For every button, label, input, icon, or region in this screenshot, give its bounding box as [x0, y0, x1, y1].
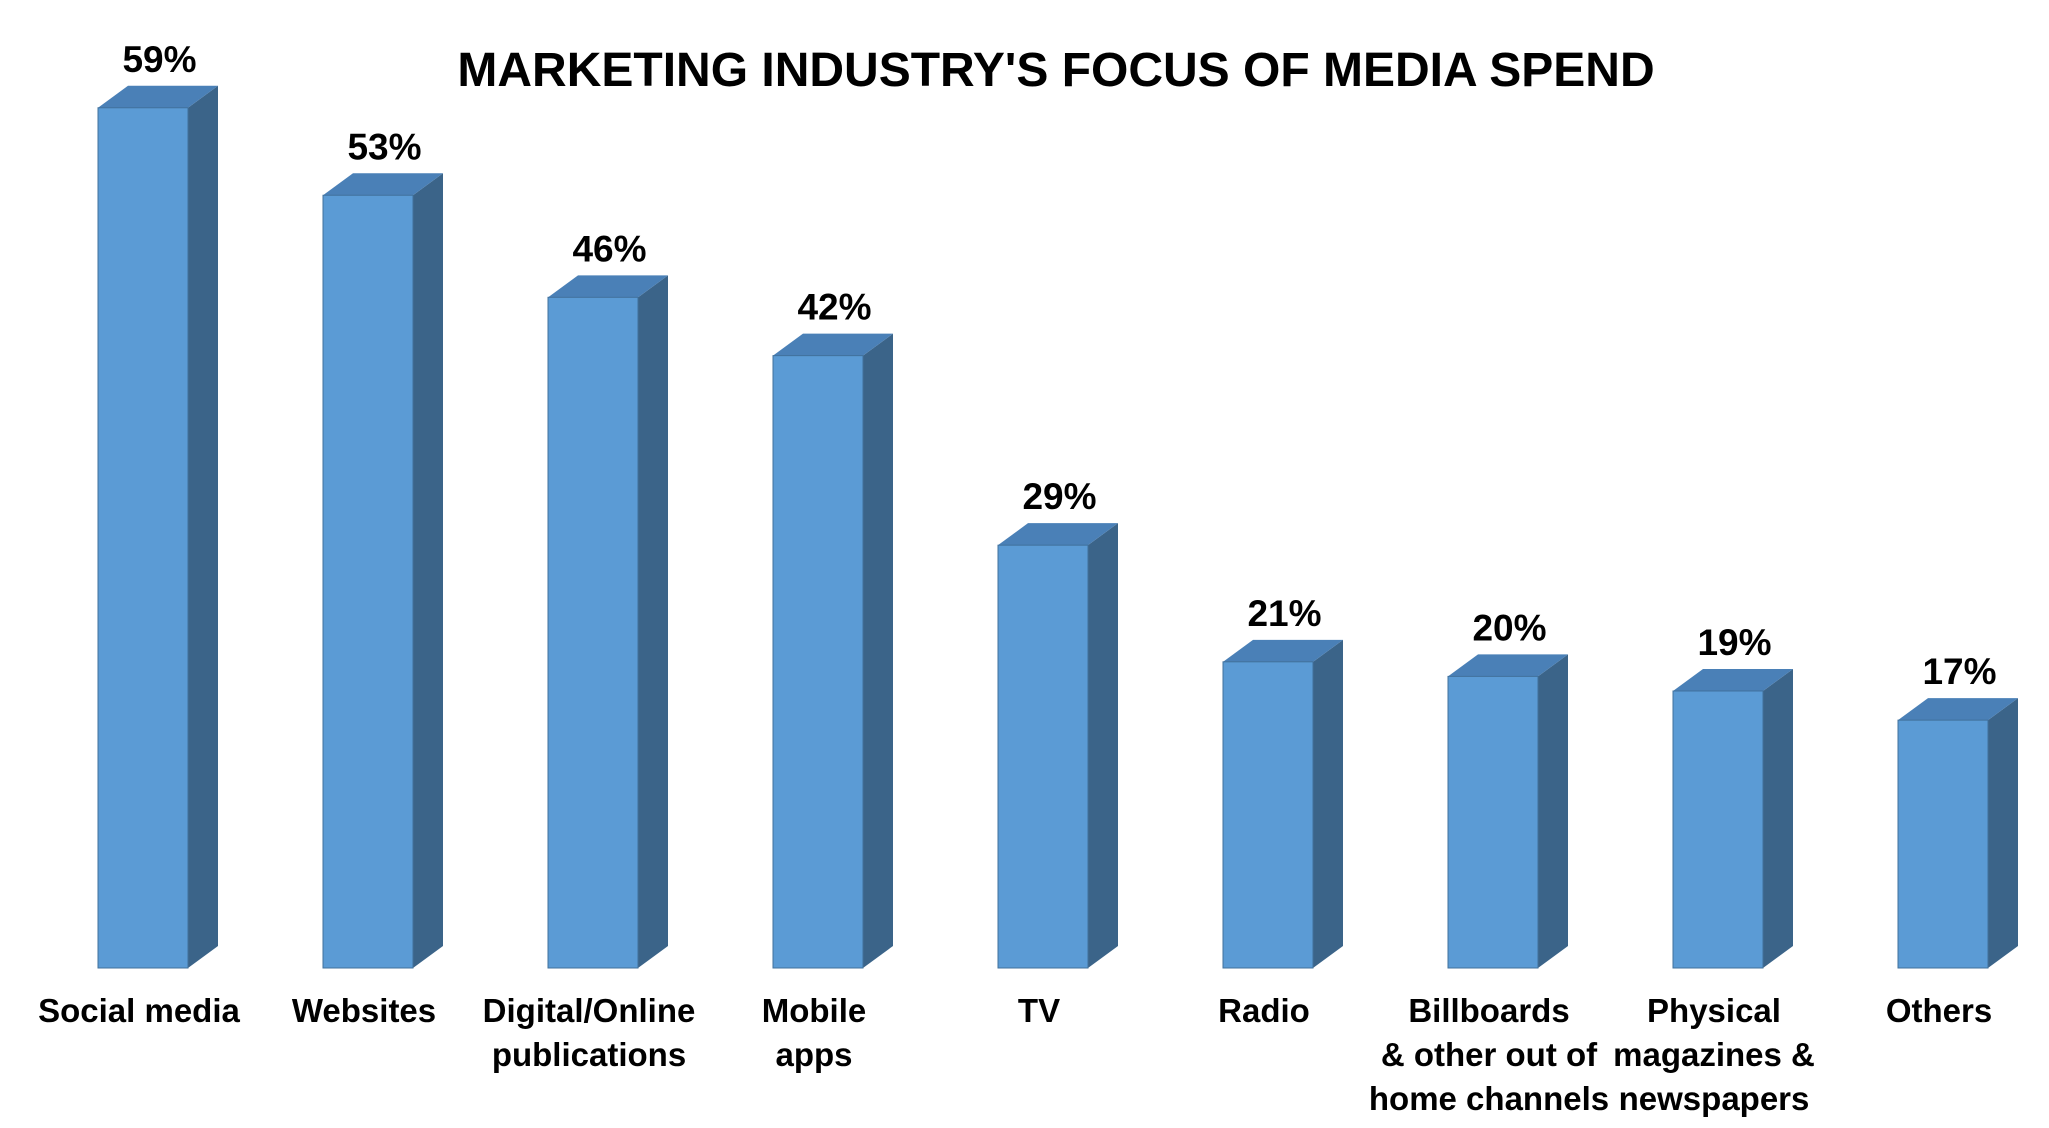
bar-top-tv	[998, 523, 1118, 546]
bar-social-media	[97, 85, 218, 969]
bar-side-radio	[1313, 639, 1343, 968]
bar-top-websites	[323, 173, 443, 196]
bar-others	[1897, 698, 2018, 969]
bar-websites	[322, 173, 443, 969]
bars-layer	[97, 85, 2018, 969]
bar-front-others	[1897, 719, 1989, 969]
bar-digital-online-publications	[547, 275, 668, 969]
category-label-tv: TV	[1018, 992, 1060, 1029]
bar-front-billboards-other-out-of-home-channels	[1447, 675, 1539, 969]
bar-front-radio	[1222, 661, 1314, 969]
category-label-websites: Websites	[292, 992, 436, 1029]
data-label-tv: 29%	[1022, 476, 1096, 517]
data-label-billboards-other-out-of-home-channels: 20%	[1472, 607, 1546, 648]
data-label-digital-online-publications: 46%	[572, 228, 646, 269]
category-label-physical-magazines-newspapers: Physical magazines & newspapers	[1613, 992, 1815, 1117]
category-labels-layer: Social media Websites Digital/Online public…	[38, 992, 1992, 1117]
bar-side-others	[1988, 698, 2018, 968]
bar-billboards-other-out-of-home-channels	[1447, 654, 1568, 969]
category-label-mobile-apps: Mobile apps	[762, 992, 867, 1073]
bar-side-physical-magazines-newspapers	[1763, 668, 1793, 968]
bar-tv	[997, 523, 1118, 969]
bar-front-websites	[322, 194, 414, 969]
data-label-radio: 21%	[1247, 593, 1321, 634]
category-label-digital-online-publications: Digital/Online publications	[483, 992, 696, 1073]
bar-top-digital-online-publications	[548, 275, 668, 298]
bar-top-social-media	[98, 85, 218, 108]
data-label-websites: 53%	[347, 126, 421, 167]
bar-top-radio	[1223, 639, 1343, 662]
bar-top-others	[1898, 698, 2018, 721]
bar-front-tv	[997, 544, 1089, 969]
chart-title: MARKETING INDUSTRY'S FOCUS OF MEDIA SPEN…	[457, 44, 1654, 97]
bar-top-mobile-apps	[773, 333, 893, 356]
bar-front-digital-online-publications	[547, 296, 639, 969]
bar-side-mobile-apps	[863, 333, 893, 968]
data-label-others: 17%	[1922, 651, 1996, 692]
category-label-radio: Radio	[1218, 992, 1310, 1029]
data-label-physical-magazines-newspapers: 19%	[1697, 622, 1771, 663]
data-labels-layer: 59% 53% 46% 42% 29% 21% 20% 19% 17%	[122, 39, 1996, 692]
bar-radio	[1222, 639, 1343, 969]
bar-side-social-media	[188, 85, 218, 968]
bar-top-billboards-other-out-of-home-channels	[1448, 654, 1568, 677]
bar-front-social-media	[97, 107, 189, 969]
category-label-others: Others	[1886, 992, 1992, 1029]
bar-side-tv	[1088, 523, 1118, 968]
data-label-mobile-apps: 42%	[797, 287, 871, 328]
bar-front-physical-magazines-newspapers	[1672, 690, 1764, 969]
bar-side-billboards-other-out-of-home-channels	[1538, 654, 1568, 968]
bar-side-websites	[413, 173, 443, 968]
bar-mobile-apps	[772, 333, 893, 969]
category-label-social-media: Social media	[38, 992, 240, 1029]
bar-top-physical-magazines-newspapers	[1673, 668, 1793, 691]
bar-side-digital-online-publications	[638, 275, 668, 968]
data-label-social-media: 59%	[122, 39, 196, 80]
bar-front-mobile-apps	[772, 355, 864, 969]
bar-physical-magazines-newspapers	[1672, 668, 1793, 969]
category-label-billboards-other-out-of-home-channels: Billboards & other out of home channels	[1369, 992, 1609, 1117]
